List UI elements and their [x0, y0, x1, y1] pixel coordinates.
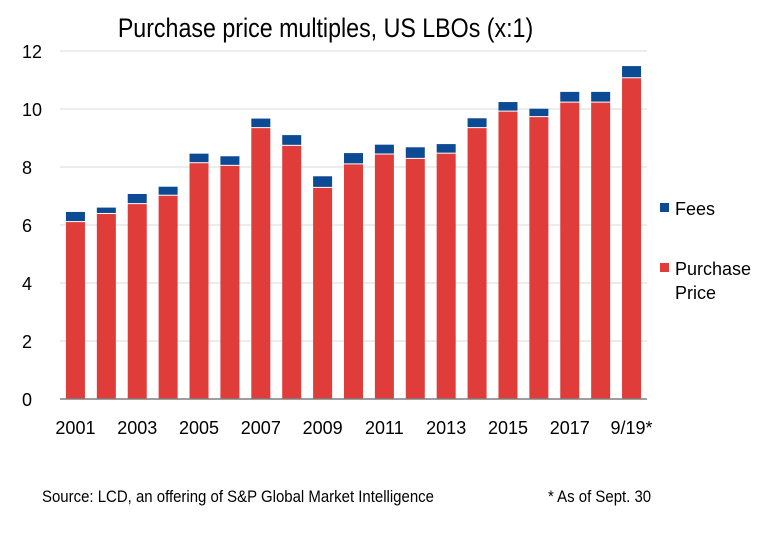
bar-fees — [591, 91, 611, 102]
x-tick-label: 2017 — [550, 418, 590, 438]
x-tick-label: 2007 — [241, 418, 281, 438]
x-axis-ticks: 2001 2003 2005 2007 2009 2011 2013 2015 2017 9/19… — [55, 418, 652, 438]
bar-purchase-price — [158, 195, 178, 399]
bar-purchase-price — [96, 213, 116, 399]
bar-fees — [498, 102, 518, 111]
legend-label: Price — [675, 283, 716, 303]
bar-purchase-price — [498, 111, 518, 400]
bar-purchase-price — [405, 158, 425, 399]
bar-purchase-price — [313, 187, 333, 399]
bar-fees — [560, 91, 580, 102]
y-tick-label: 12 — [22, 42, 42, 62]
bar-purchase-price — [436, 153, 456, 399]
bar-purchase-price — [344, 164, 363, 399]
bar-fees — [405, 147, 425, 158]
y-tick-label: 4 — [22, 274, 32, 294]
bar-fees — [282, 135, 302, 145]
y-tick-label: 0 — [22, 390, 32, 410]
bar-fees — [622, 66, 642, 78]
y-tick-label: 8 — [22, 158, 32, 178]
legend-swatch — [660, 263, 669, 272]
bar-fees — [158, 186, 178, 195]
bar-purchase-price — [374, 154, 394, 399]
bar-purchase-price — [622, 78, 642, 399]
bar-fees — [529, 108, 549, 117]
bar-purchase-price — [65, 222, 85, 399]
bar-fees — [96, 207, 116, 213]
bar-fees — [374, 144, 394, 154]
x-tick-label: 2011 — [365, 418, 404, 438]
bar-purchase-price — [529, 117, 549, 400]
x-tick-label: 2009 — [303, 418, 343, 438]
y-tick-label: 2 — [22, 332, 32, 352]
bar-fees — [467, 118, 487, 128]
bar-purchase-price — [591, 102, 611, 400]
x-tick-label: 2005 — [179, 418, 219, 438]
x-tick-label: 2001 — [55, 418, 95, 438]
bar-fees — [220, 156, 240, 165]
x-tick-label: 2003 — [117, 418, 157, 438]
asterisk-note: * As of Sept. 30 — [548, 487, 652, 506]
x-tick-label: 9/19* — [611, 418, 653, 438]
legend-swatch — [660, 203, 669, 212]
bar-fees — [65, 211, 85, 222]
x-tick-label: 2013 — [426, 418, 466, 438]
bar-fees — [313, 176, 333, 187]
bar-fees — [436, 144, 456, 153]
bar-fees — [344, 153, 363, 164]
bar-purchase-price — [220, 165, 240, 399]
bars — [65, 66, 642, 400]
bar-purchase-price — [282, 145, 302, 399]
legend-label: Fees — [675, 199, 715, 219]
bar-purchase-price — [189, 163, 209, 399]
source-note: Source: LCD, an offering of S&P Global M… — [42, 487, 434, 506]
bar-purchase-price — [467, 128, 487, 399]
y-axis-ticks: 0 2 4 6 8 10 12 — [22, 42, 42, 410]
bar-fees — [251, 118, 271, 128]
legend-label: Purchase — [675, 259, 751, 279]
y-tick-label: 10 — [22, 100, 42, 120]
y-tick-label: 6 — [22, 216, 32, 236]
chart-title: Purchase price multiples, US LBOs (x:1) — [118, 13, 533, 43]
x-tick-label: 2015 — [488, 418, 528, 438]
bar-purchase-price — [560, 102, 580, 400]
bar-purchase-price — [127, 204, 147, 399]
bar-fees — [127, 193, 147, 204]
legend: Fees Purchase Price — [660, 199, 751, 303]
bar-fees — [189, 153, 209, 163]
bar-purchase-price — [251, 128, 271, 399]
